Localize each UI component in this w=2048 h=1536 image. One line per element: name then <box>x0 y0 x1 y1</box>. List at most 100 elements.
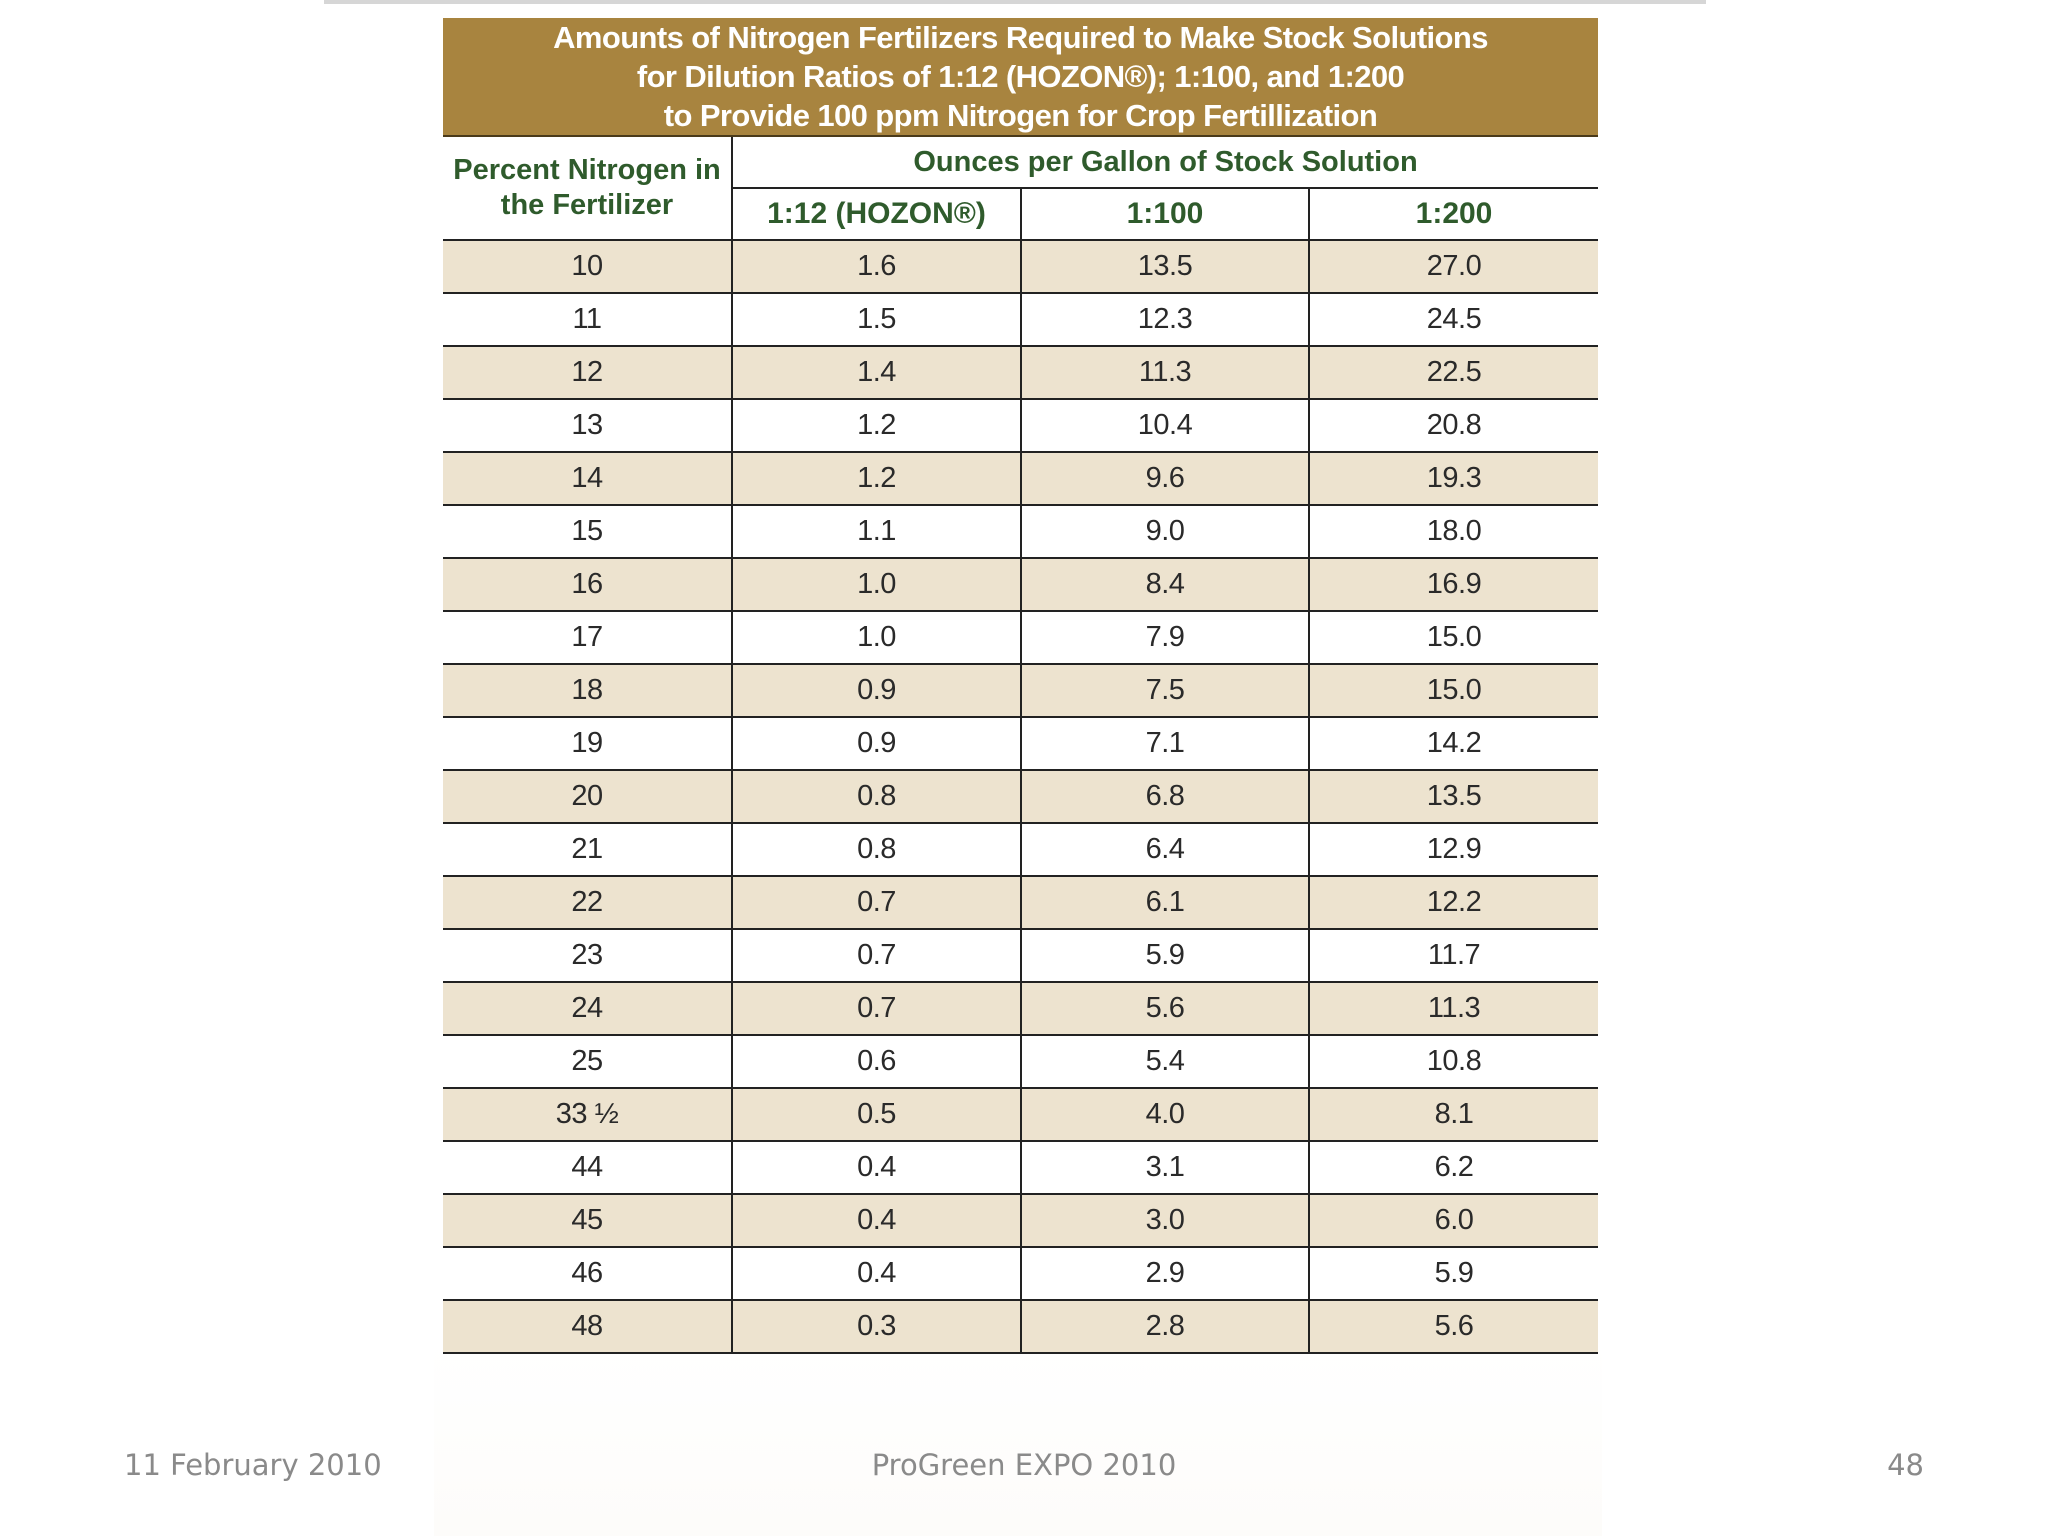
cell-percent-nitrogen: 17 <box>443 611 733 665</box>
cell-ounces-value: 0.4 <box>732 1247 1022 1301</box>
cell-ounces-value: 12.9 <box>1309 823 1599 877</box>
cell-percent-nitrogen: 10 <box>443 240 733 294</box>
cell-ounces-value: 5.4 <box>1021 1035 1310 1089</box>
cell-ounces-value: 0.8 <box>732 770 1022 824</box>
cell-ounces-value: 6.1 <box>1021 876 1310 930</box>
table-title: Amounts of Nitrogen Fertilizers Required… <box>443 18 1598 137</box>
cell-ounces-value: 20.8 <box>1309 399 1599 453</box>
cell-ounces-value: 15.0 <box>1309 664 1599 718</box>
table-row: 11 1.5 12.3 24.5 <box>443 293 1599 347</box>
cell-ounces-value: 11.3 <box>1309 982 1599 1036</box>
table-row: 17 1.0 7.9 15.0 <box>443 611 1599 665</box>
cell-percent-nitrogen: 16 <box>443 558 733 612</box>
table-title-line-3: to Provide 100 ppm Nitrogen for Crop Fer… <box>663 98 1378 133</box>
slide-number: 48 <box>1887 1448 1924 1482</box>
cell-ounces-value: 1.6 <box>732 240 1022 294</box>
table-row: 33 ½ 0.5 4.0 8.1 <box>443 1088 1599 1142</box>
cell-ounces-value: 3.1 <box>1021 1141 1310 1195</box>
fertilizer-table-figure: Amounts of Nitrogen Fertilizers Required… <box>443 18 1599 1354</box>
cell-ounces-value: 9.0 <box>1021 505 1310 559</box>
table-row: 24 0.7 5.6 11.3 <box>443 982 1599 1036</box>
table-row: 14 1.2 9.6 19.3 <box>443 452 1599 506</box>
image-bottom-margin <box>434 1340 1602 1536</box>
cell-ounces-value: 7.9 <box>1021 611 1310 665</box>
cell-percent-nitrogen: 22 <box>443 876 733 930</box>
cell-ounces-value: 0.8 <box>732 823 1022 877</box>
cell-ounces-value: 5.9 <box>1309 1247 1599 1301</box>
cell-ounces-value: 12.2 <box>1309 876 1599 930</box>
cell-ounces-value: 0.7 <box>732 876 1022 930</box>
cell-ounces-value: 0.7 <box>732 929 1022 983</box>
footer-date: 11 February 2010 <box>124 1448 382 1482</box>
slide-top-rule <box>324 0 1706 4</box>
table-row: 15 1.1 9.0 18.0 <box>443 505 1599 559</box>
column-header-1-100: 1:100 <box>1021 188 1310 241</box>
cell-ounces-value: 0.7 <box>732 982 1022 1036</box>
cell-percent-nitrogen: 23 <box>443 929 733 983</box>
cell-ounces-value: 1.4 <box>732 346 1022 400</box>
column-header-1-200: 1:200 <box>1309 188 1599 241</box>
cell-ounces-value: 6.4 <box>1021 823 1310 877</box>
table-row: 20 0.8 6.8 13.5 <box>443 770 1599 824</box>
cell-ounces-value: 4.0 <box>1021 1088 1310 1142</box>
cell-ounces-value: 1.0 <box>732 558 1022 612</box>
fertilizer-table: Percent Nitrogen in the Fertilizer Ounce… <box>443 137 1599 1354</box>
table-title-line-1: Amounts of Nitrogen Fertilizers Required… <box>553 20 1488 55</box>
cell-ounces-value: 8.1 <box>1309 1088 1599 1142</box>
cell-percent-nitrogen: 20 <box>443 770 733 824</box>
cell-ounces-value: 1.2 <box>732 452 1022 506</box>
cell-ounces-value: 12.3 <box>1021 293 1310 347</box>
cell-ounces-value: 6.0 <box>1309 1194 1599 1248</box>
cell-ounces-value: 0.9 <box>732 717 1022 771</box>
cell-percent-nitrogen: 25 <box>443 1035 733 1089</box>
table-row: 48 0.3 2.8 5.6 <box>443 1300 1599 1354</box>
cell-ounces-value: 10.8 <box>1309 1035 1599 1089</box>
cell-percent-nitrogen: 12 <box>443 346 733 400</box>
cell-ounces-value: 1.2 <box>732 399 1022 453</box>
cell-ounces-value: 7.1 <box>1021 717 1310 771</box>
cell-ounces-value: 3.0 <box>1021 1194 1310 1248</box>
table-row: 12 1.4 11.3 22.5 <box>443 346 1599 400</box>
cell-ounces-value: 0.4 <box>732 1194 1022 1248</box>
cell-ounces-value: 6.2 <box>1309 1141 1599 1195</box>
cell-ounces-value: 10.4 <box>1021 399 1310 453</box>
cell-percent-nitrogen: 45 <box>443 1194 733 1248</box>
cell-percent-nitrogen: 15 <box>443 505 733 559</box>
cell-ounces-value: 1.5 <box>732 293 1022 347</box>
cell-ounces-value: 8.4 <box>1021 558 1310 612</box>
table-row: 44 0.4 3.1 6.2 <box>443 1141 1599 1195</box>
table-row: 25 0.6 5.4 10.8 <box>443 1035 1599 1089</box>
cell-ounces-value: 5.9 <box>1021 929 1310 983</box>
cell-ounces-value: 7.5 <box>1021 664 1310 718</box>
cell-percent-nitrogen: 44 <box>443 1141 733 1195</box>
cell-ounces-value: 5.6 <box>1021 982 1310 1036</box>
row-header-percent-nitrogen: Percent Nitrogen in the Fertilizer <box>443 137 733 241</box>
cell-ounces-value: 14.2 <box>1309 717 1599 771</box>
column-header-1-12: 1:12 (HOZON®) <box>732 188 1022 241</box>
cell-ounces-value: 19.3 <box>1309 452 1599 506</box>
cell-ounces-value: 18.0 <box>1309 505 1599 559</box>
table-title-line-2: for Dilution Ratios of 1:12 (HOZON®); 1:… <box>636 59 1405 94</box>
table-row: 16 1.0 8.4 16.9 <box>443 558 1599 612</box>
cell-percent-nitrogen: 14 <box>443 452 733 506</box>
cell-ounces-value: 1.0 <box>732 611 1022 665</box>
cell-ounces-value: 13.5 <box>1021 240 1310 294</box>
table-row: 13 1.2 10.4 20.8 <box>443 399 1599 453</box>
cell-percent-nitrogen: 21 <box>443 823 733 877</box>
table-body: 10 1.6 13.5 27.0 11 1.5 12.3 24.5 12 1.4 11.3 22.5 1… <box>443 240 1599 1354</box>
cell-ounces-value: 2.9 <box>1021 1247 1310 1301</box>
cell-percent-nitrogen: 11 <box>443 293 733 347</box>
cell-ounces-value: 11.7 <box>1309 929 1599 983</box>
cell-ounces-value: 0.4 <box>732 1141 1022 1195</box>
cell-ounces-value: 0.3 <box>732 1300 1022 1354</box>
cell-percent-nitrogen: 19 <box>443 717 733 771</box>
cell-ounces-value: 11.3 <box>1021 346 1310 400</box>
cell-ounces-value: 0.5 <box>732 1088 1022 1142</box>
footer-title: ProGreen EXPO 2010 <box>871 1448 1177 1482</box>
cell-percent-nitrogen: 13 <box>443 399 733 453</box>
cell-ounces-value: 24.5 <box>1309 293 1599 347</box>
cell-ounces-value: 0.9 <box>732 664 1022 718</box>
cell-ounces-value: 9.6 <box>1021 452 1310 506</box>
cell-ounces-value: 2.8 <box>1021 1300 1310 1354</box>
cell-ounces-value: 0.6 <box>732 1035 1022 1089</box>
